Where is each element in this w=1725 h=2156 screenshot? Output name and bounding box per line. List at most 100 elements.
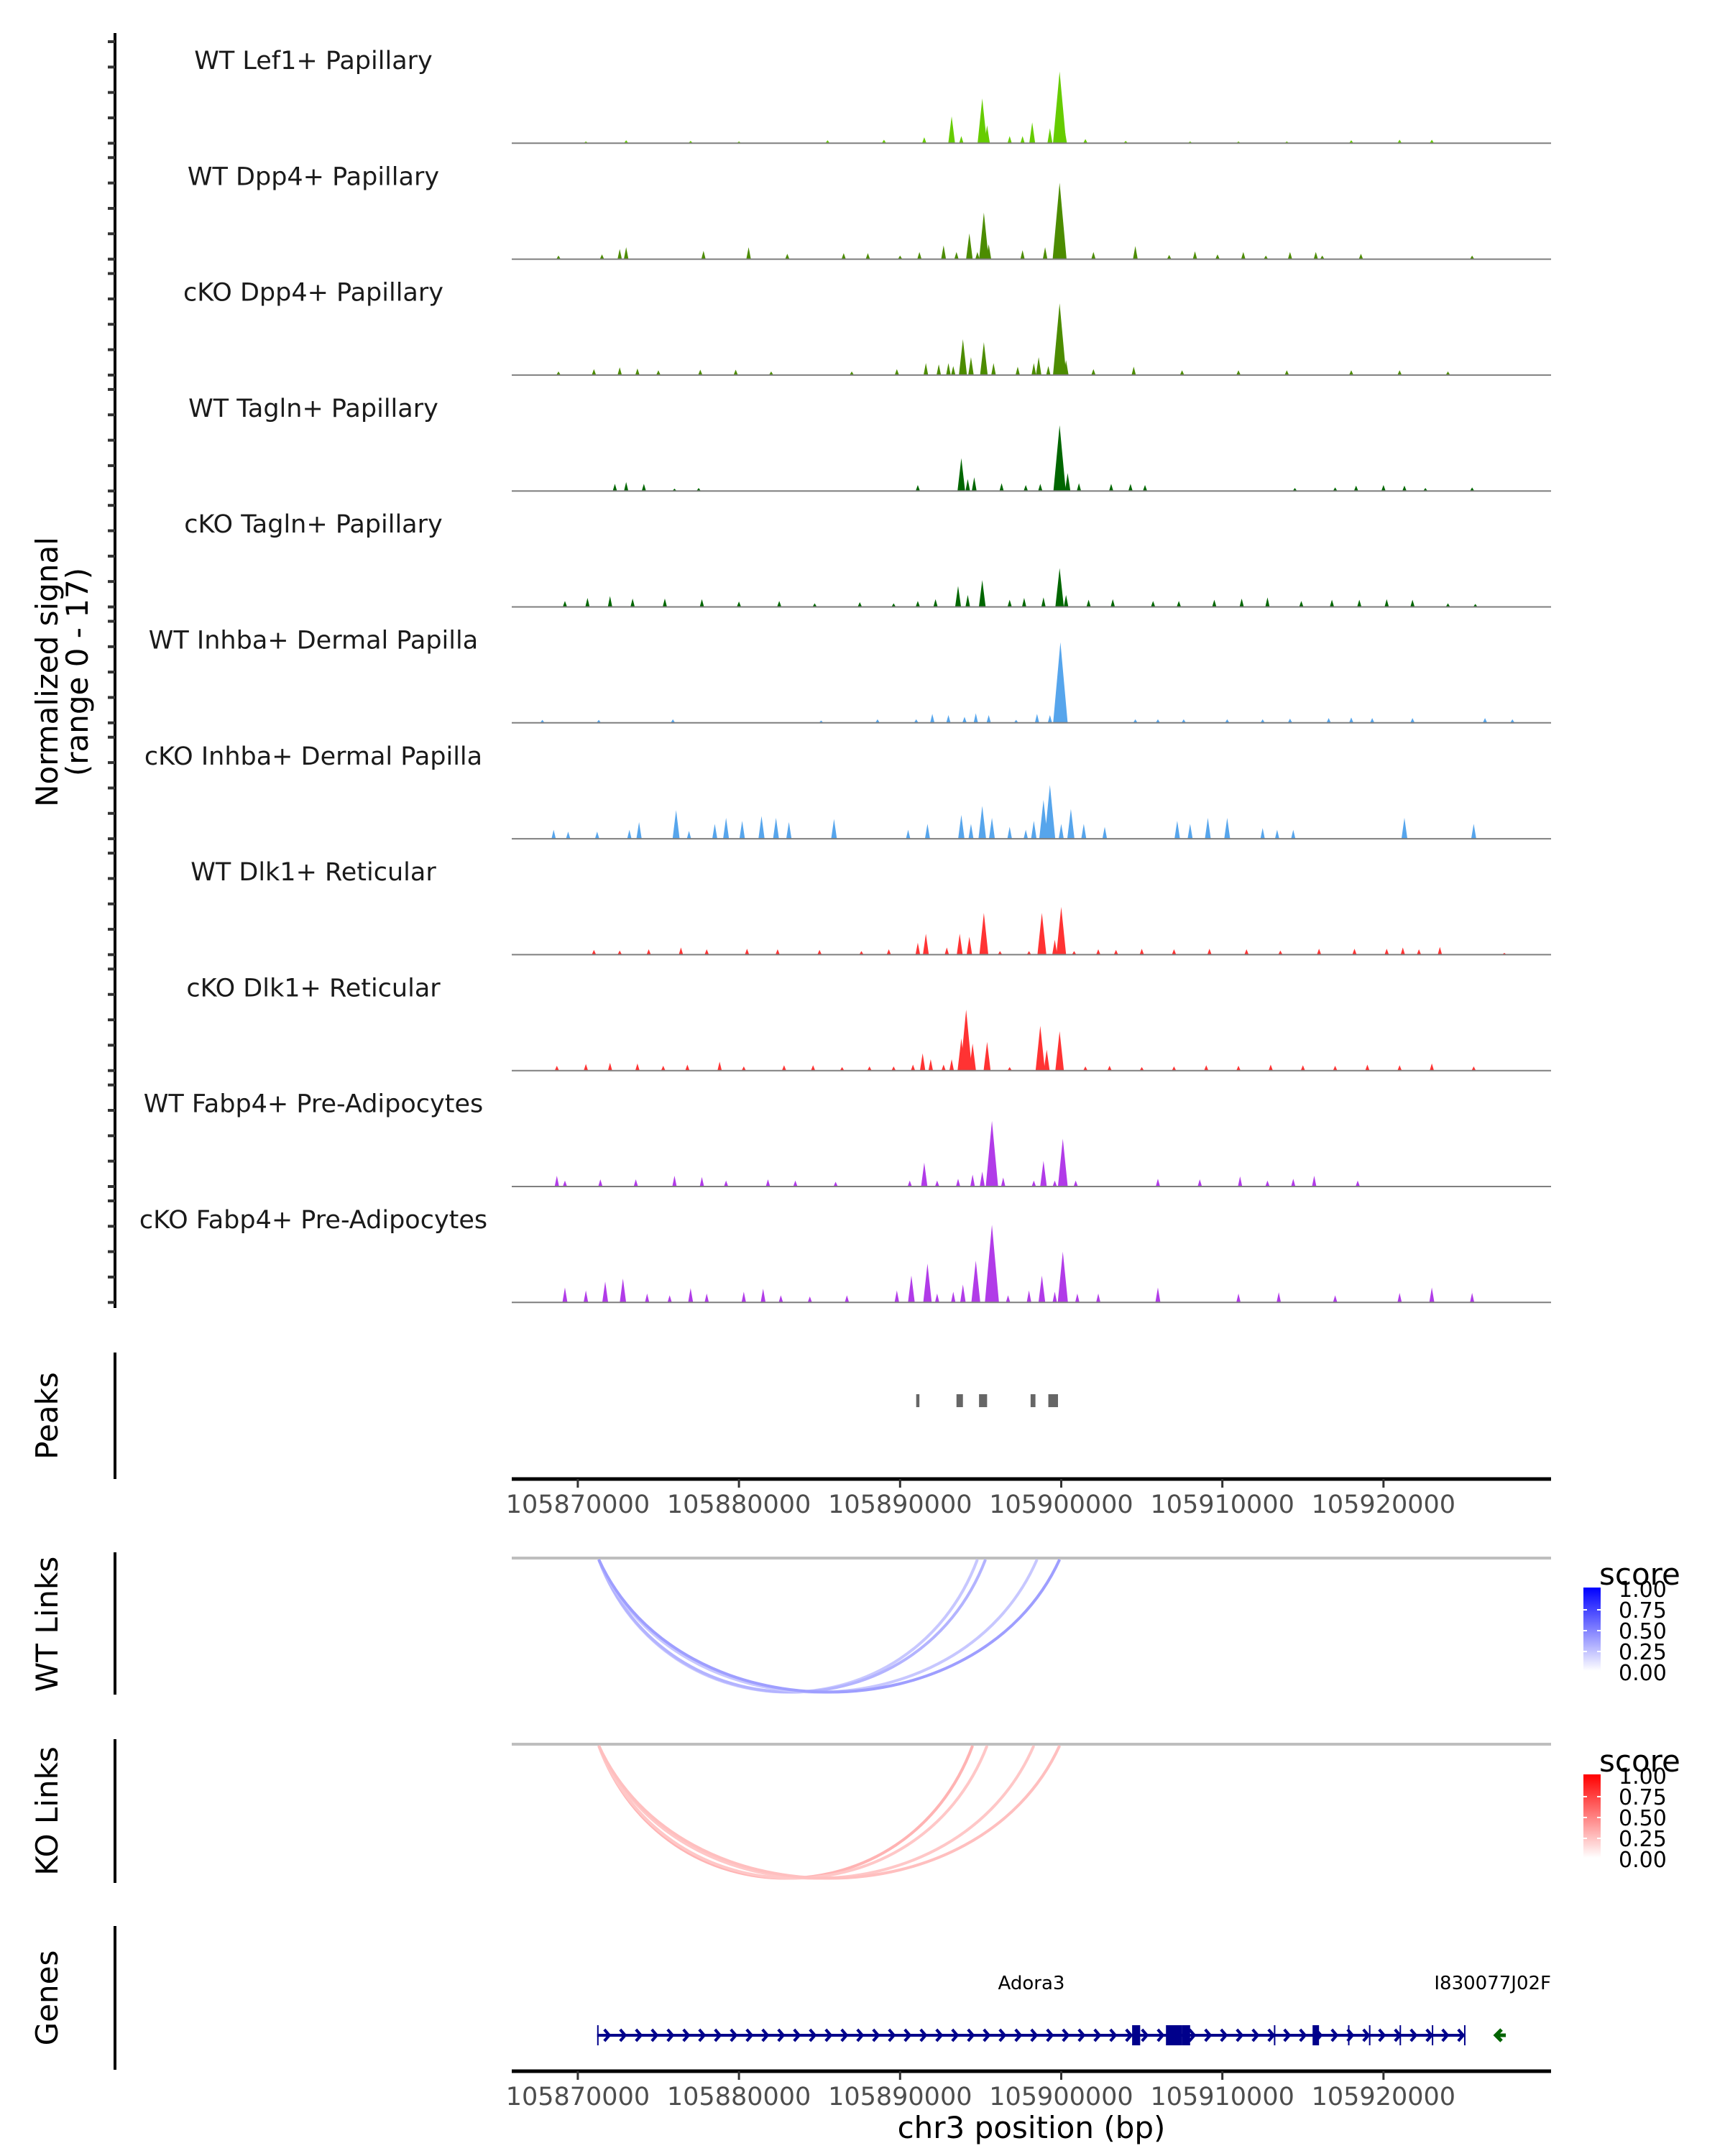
track-label: cKO Dlk1+ Reticular: [186, 974, 441, 1003]
signal-peak: [630, 598, 635, 607]
signal-peak: [1044, 785, 1056, 839]
signal-peak: [946, 714, 951, 723]
signal-peak: [585, 598, 590, 607]
signal-peak: [1052, 1180, 1057, 1187]
signal-peak: [1179, 370, 1184, 375]
legend-tick-label: 0.75: [1619, 1598, 1667, 1623]
signal-peak: [986, 714, 991, 723]
signal-peak: [556, 255, 561, 259]
signal-peak: [1384, 949, 1389, 955]
signal-peak: [951, 1291, 956, 1303]
signal-peak: [1423, 488, 1428, 492]
signal-peak: [785, 254, 790, 259]
signal-peak: [1013, 719, 1018, 723]
signal-peak: [1265, 597, 1270, 607]
signal-peak: [607, 1062, 612, 1071]
signal-peak: [957, 934, 963, 955]
signal-peak: [556, 371, 561, 375]
gene-exon: [597, 2025, 599, 2045]
gene-exon: [1312, 2025, 1320, 2045]
wt-link-arcs: [597, 1559, 1062, 1694]
signal-peak: [972, 477, 977, 492]
signal-peak: [955, 1179, 960, 1187]
signal-peak: [1031, 821, 1037, 839]
signal-peak: [540, 719, 545, 723]
signal-peak: [954, 252, 959, 259]
strand-arrow-icon: [1330, 2028, 1339, 2042]
signal-peak: [1397, 139, 1402, 144]
x-tick-label: 105870000: [506, 1491, 650, 1519]
signal-peak: [1317, 949, 1322, 955]
signal-peak: [1133, 719, 1138, 723]
x-tick-label: 105910000: [1150, 2083, 1294, 2111]
gene-label: I830077J02F: [1434, 1973, 1551, 1994]
signal-peak: [1333, 487, 1338, 492]
signal-peak: [1072, 951, 1077, 955]
peak-regions: [916, 1394, 1058, 1407]
signal-peak: [984, 125, 990, 144]
signal-peak: [1034, 714, 1039, 723]
signal-peak: [1470, 1293, 1475, 1303]
signal-peak: [1430, 139, 1435, 144]
strand-arrow-icon: [1109, 2028, 1118, 2042]
strand-arrow-icon: [1493, 2028, 1506, 2042]
signal-peak: [999, 483, 1004, 492]
strand-arrow-icon: [824, 2028, 833, 2042]
signal-peak: [594, 831, 599, 839]
strand-arrow-icon: [1441, 2028, 1450, 2042]
signal-peak: [768, 371, 773, 375]
signal-peak: [1276, 1292, 1282, 1303]
signal-peak: [1238, 1176, 1243, 1187]
signal-peak: [1091, 369, 1096, 375]
link-arc: [597, 1559, 1062, 1694]
ko-score-legend: score 1.000.750.500.250.00: [1583, 1743, 1680, 1873]
signal-peak: [1020, 250, 1025, 259]
signal-peak: [811, 1065, 816, 1071]
signal-peak: [921, 137, 926, 144]
coverage-track: cKO Dlk1+ Reticular: [186, 974, 1551, 1072]
signal-peak: [583, 1290, 589, 1303]
signal-peak: [698, 369, 703, 375]
signal-peak: [1471, 1066, 1476, 1071]
wt-links-panel: WT Links score 1.000.750.500.250.00: [29, 1552, 1680, 1695]
signal-peak: [554, 1066, 559, 1071]
signal-peak: [786, 821, 792, 839]
signal-peak: [965, 594, 970, 607]
signal-peak: [1006, 1295, 1011, 1303]
signal-peak: [1291, 829, 1296, 839]
signal-peak: [1365, 1064, 1370, 1071]
signal-peak: [624, 482, 629, 492]
signal-peak: [1053, 303, 1067, 375]
signal-peak: [975, 252, 980, 259]
coverage-track: WT Dlk1+ Reticular: [190, 858, 1551, 956]
strand-arrow-icon: [967, 2028, 975, 2042]
peak-region: [979, 1394, 988, 1407]
gene-exon: [1348, 2025, 1350, 2045]
signal-peak: [1430, 1063, 1435, 1071]
strand-arrow-icon: [1046, 2028, 1054, 2042]
strand-arrow-icon: [951, 2028, 960, 2042]
gene-exon: [1399, 2025, 1402, 2045]
signal-peak: [1029, 122, 1036, 144]
signal-peak: [959, 136, 964, 144]
signal-peak: [1400, 947, 1405, 955]
signal-peak: [672, 810, 680, 839]
ko-links-label: KO Links: [29, 1746, 65, 1876]
signal-peak: [1192, 251, 1197, 259]
ko-link-arcs: [597, 1745, 1062, 1880]
signal-peak: [812, 603, 817, 607]
signal-peak: [968, 824, 974, 839]
signal-peak: [1151, 601, 1156, 607]
signal-peak: [867, 1066, 872, 1071]
signal-peak: [1096, 949, 1101, 955]
strand-arrow-icon: [856, 2028, 865, 2042]
strand-arrow-icon: [1362, 2028, 1371, 2042]
ko-legend-ticks: 1.000.750.500.250.00: [1583, 1764, 1667, 1873]
strand-arrow-icon: [1156, 2028, 1165, 2042]
signal-peak: [891, 1066, 896, 1071]
signal-peak: [607, 596, 612, 607]
signal-peak: [1197, 1179, 1202, 1187]
strand-arrow-icon: [650, 2028, 659, 2042]
signal-peak: [1470, 255, 1475, 259]
